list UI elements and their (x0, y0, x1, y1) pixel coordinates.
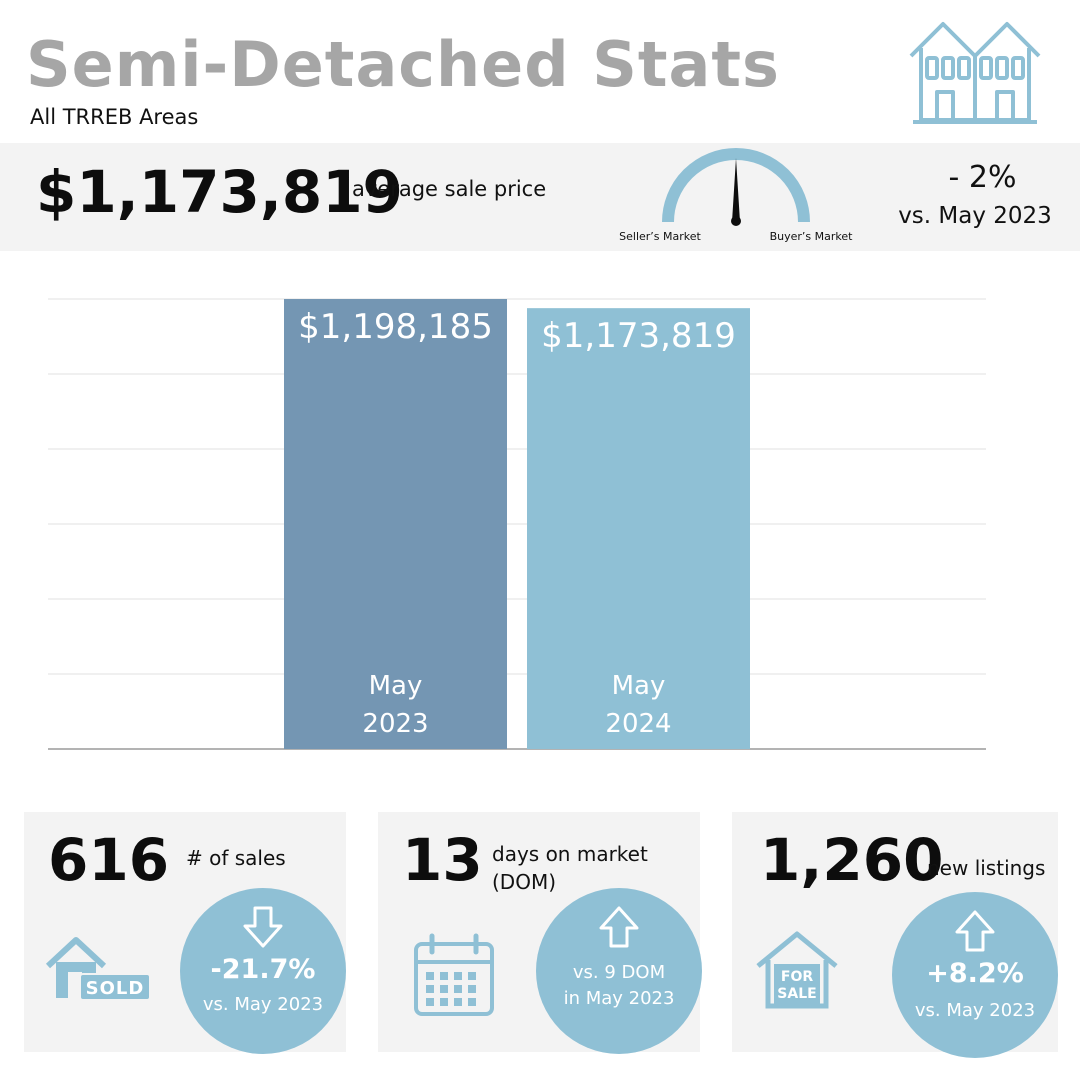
sales-change-circle: -21.7% vs. May 2023 (180, 888, 346, 1054)
market-gauge: Seller’s Market Buyer’s Market (619, 148, 854, 243)
average-price-value: $1,173,819 (36, 158, 403, 226)
listings-label: new listings (927, 856, 1046, 880)
bar-value-label: $1,198,185 (298, 307, 493, 347)
gauge-needle (732, 158, 740, 222)
for-sale-text-line-1: FOR (781, 969, 813, 985)
gauge-left-label: Seller’s Market (619, 230, 701, 243)
listings-change-comparison: vs. May 2023 (914, 1000, 1036, 1021)
dom-change-circle: vs. 9 DOM in May 2023 (536, 888, 702, 1054)
dom-label: days on market (DOM) (492, 840, 648, 896)
sales-count: 616 (48, 826, 170, 894)
category-label: May (612, 671, 666, 701)
up-arrow-icon (599, 906, 639, 948)
average-price-label: average sale price (352, 177, 547, 201)
price-summary-band (0, 143, 1080, 251)
dom-card: 13 days on market (DOM) vs. 9 DOM in May… (378, 812, 702, 1054)
category-label: 2023 (362, 709, 428, 739)
gauge-arc (662, 148, 810, 223)
bar-1 (284, 299, 507, 749)
category-label: May (369, 671, 423, 701)
sold-sign-text: SOLD (86, 978, 145, 999)
sales-label: # of sales (186, 846, 286, 870)
price-change-percent: - 2% (948, 160, 1017, 195)
dom-label-line-1: days on market (492, 842, 648, 866)
sales-card: 616 # of sales SOLD -21.7% vs. May 2023 (24, 812, 346, 1054)
listings-change-percent: +8.2% (926, 958, 1024, 989)
listings-change-circle: +8.2% vs. May 2023 (892, 892, 1058, 1058)
page-title: Semi-Detached Stats (26, 28, 780, 101)
gauge-right-label: Buyer’s Market (770, 230, 854, 243)
gauge-hub (731, 216, 741, 226)
price-bar-chart: $1,198,185 May 2023 $1,173,819 May 2024 (48, 298, 986, 750)
calendar-icon (414, 933, 494, 1016)
for-sale-text-line-2: SALE (777, 986, 816, 1002)
semi-detached-house-icon (909, 22, 1041, 124)
price-change-comparison: vs. May 2023 (898, 203, 1052, 229)
up-arrow-icon (955, 910, 995, 952)
bar-value-label: $1,173,819 (541, 316, 736, 356)
sold-house-icon: SOLD (45, 937, 151, 1001)
listings-count: 1,260 (760, 826, 944, 894)
sales-change-comparison: vs. May 2023 (202, 994, 324, 1015)
bar-2 (527, 308, 750, 749)
page-subtitle: All TRREB Areas (30, 105, 199, 129)
for-sale-house-icon: FOR SALE (756, 931, 838, 1009)
dom-comparison-line-2: in May 2023 (563, 988, 675, 1009)
dom-comparison-line-1: vs. 9 DOM (572, 962, 666, 983)
sales-change-percent: -21.7% (210, 954, 316, 985)
dom-value: 13 (402, 826, 483, 894)
dom-label-line-2: (DOM) (492, 870, 557, 894)
listings-card: 1,260 new listings FOR SALE +8.2% vs. Ma… (732, 812, 1058, 1058)
category-label: 2024 (605, 709, 671, 739)
down-arrow-icon (243, 906, 283, 948)
